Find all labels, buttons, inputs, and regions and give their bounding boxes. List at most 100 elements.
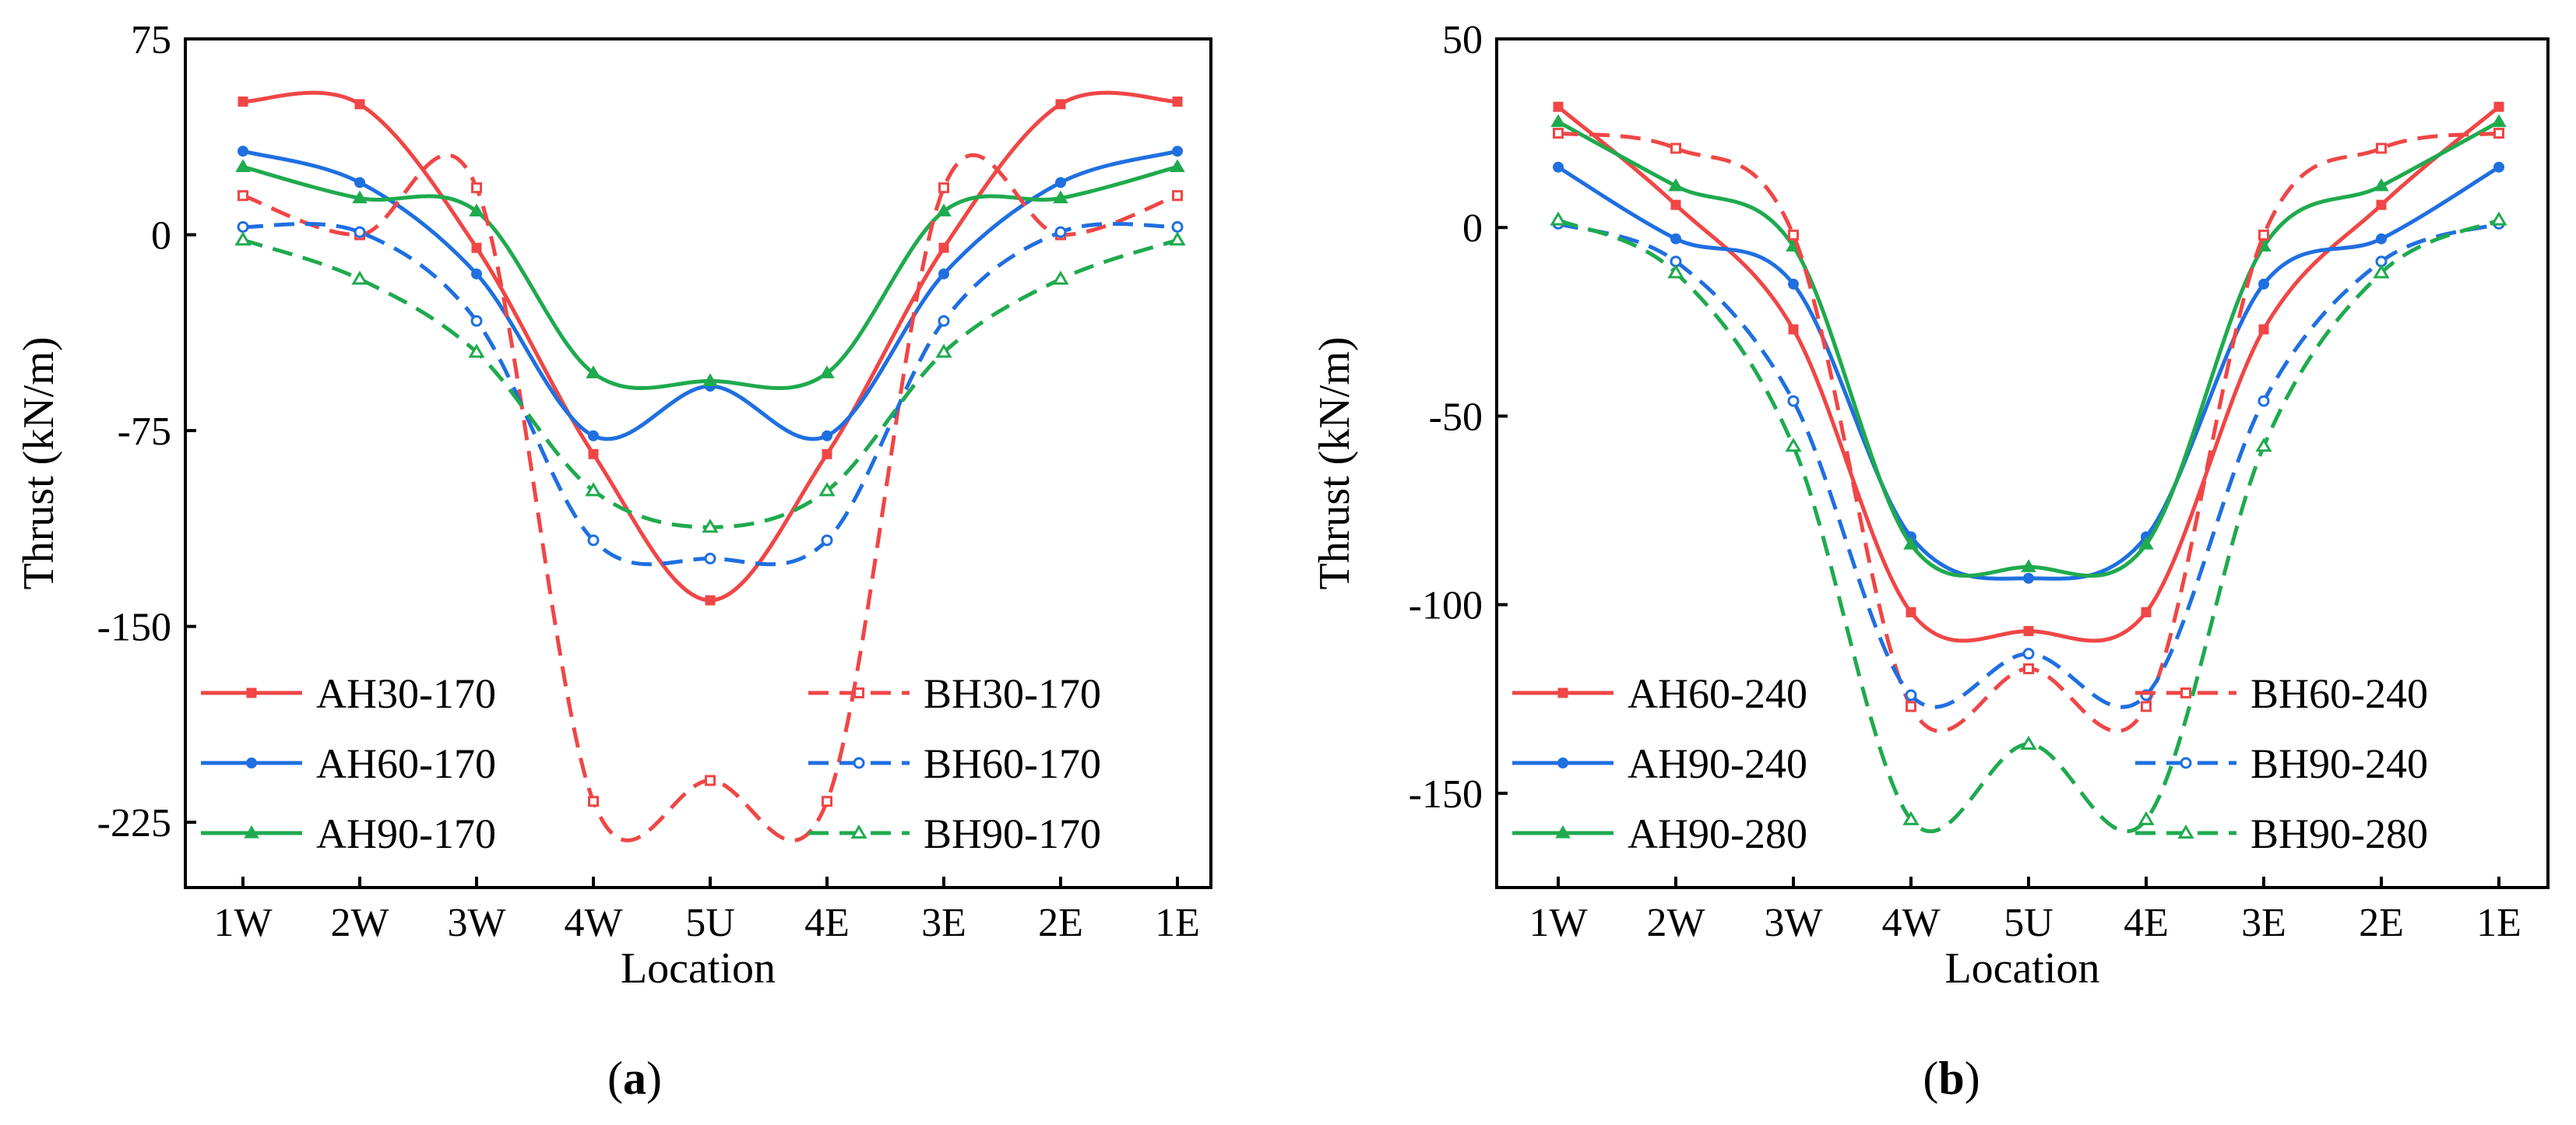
y-tick-label: 75 — [131, 18, 171, 62]
data-point — [1053, 190, 1068, 204]
x-tick-label: 4E — [804, 901, 850, 945]
panel-label-letter: b — [1938, 1053, 1964, 1104]
series-AH90-170 — [235, 159, 1185, 390]
data-point — [1172, 190, 1183, 202]
y-tick-label: -150 — [1409, 772, 1483, 817]
series-BH90-280 — [1550, 211, 2507, 834]
data-point — [351, 270, 368, 285]
data-point — [470, 315, 483, 327]
data-point — [587, 534, 600, 547]
data-point — [702, 519, 719, 533]
legend-marker — [1555, 825, 1571, 838]
legend-item: BH90-280 — [2135, 810, 2428, 857]
data-point — [471, 182, 482, 194]
x-tick-label: 2W — [1646, 901, 1705, 945]
y-tick-label: 0 — [151, 214, 171, 258]
panel-label: (a) — [607, 1053, 662, 1104]
series-line — [1557, 218, 2500, 834]
x-tick-label: 3W — [447, 901, 505, 945]
x-tick-label: 4E — [2124, 901, 2169, 945]
data-point — [938, 242, 949, 253]
legend-marker — [246, 758, 257, 768]
panel-label-close: ) — [1965, 1053, 1980, 1104]
data-point — [938, 315, 950, 327]
panel-label-letter: a — [623, 1053, 646, 1104]
data-point — [818, 482, 836, 497]
data-point — [354, 226, 366, 238]
x-tick-label: 1E — [2476, 901, 2521, 945]
series-line — [1557, 165, 2500, 581]
series-AH90-240 — [1553, 161, 2504, 584]
data-point — [2141, 701, 2152, 712]
legend-item: BH90-170 — [808, 810, 1101, 857]
data-point — [354, 177, 365, 188]
data-point — [702, 373, 718, 386]
data-point — [2374, 178, 2389, 192]
data-point — [588, 448, 599, 459]
series-AH90-280 — [1550, 114, 2507, 578]
legend-label: AH90-280 — [1628, 810, 1807, 857]
data-point — [471, 268, 482, 279]
legend-label: AH30-170 — [316, 670, 496, 717]
x-axis-title: Location — [621, 944, 776, 993]
data-point — [1052, 270, 1069, 285]
legend-label: BH90-280 — [2250, 810, 2428, 857]
legend-marker — [1557, 687, 1568, 698]
panel-label: (b) — [1923, 1053, 1980, 1104]
data-point — [822, 796, 832, 807]
series-line — [242, 153, 1178, 842]
data-point — [588, 796, 599, 807]
data-point — [2491, 114, 2507, 128]
data-point — [238, 96, 248, 107]
x-tick-label: 3W — [1764, 901, 1822, 945]
x-tick-label: 1E — [1155, 901, 1200, 945]
data-point — [1905, 689, 1917, 701]
legend-label: AH90-170 — [316, 810, 496, 857]
data-point — [1787, 395, 1800, 407]
data-point — [936, 203, 952, 216]
x-tick-label: 5U — [685, 901, 735, 945]
data-point — [1172, 96, 1183, 107]
data-point — [1667, 264, 1684, 279]
data-point — [238, 190, 248, 202]
data-point — [935, 343, 952, 358]
data-point — [235, 159, 251, 172]
data-point — [1553, 101, 1564, 112]
data-point — [2020, 735, 2037, 751]
data-point — [1550, 114, 1566, 128]
data-point — [938, 268, 949, 279]
legend-item: BH90-240 — [2135, 740, 2428, 787]
y-axis-title: Thrust (kN/m) — [1311, 336, 1359, 589]
data-point — [2023, 663, 2034, 675]
data-point — [1553, 161, 1564, 173]
data-point — [1172, 146, 1183, 157]
chart-panel-b: 50 0 -50 -100 -150 1W 2W 3W 4W 5U 4E 3E 2E 1E Location… — [1311, 18, 2550, 1104]
data-point — [2493, 101, 2504, 112]
data-point — [1550, 211, 1567, 226]
data-point — [1670, 199, 1681, 210]
data-point — [468, 343, 485, 358]
data-point — [822, 430, 832, 441]
series-line — [1557, 120, 2500, 578]
x-tick-label: 4W — [1881, 901, 1940, 945]
data-point — [2493, 128, 2504, 139]
x-axis-title: Location — [1944, 944, 2099, 993]
data-point — [2021, 559, 2036, 572]
data-point — [2255, 438, 2272, 452]
legend-item: BH60-240 — [2135, 670, 2428, 717]
legend-item: AH30-170 — [201, 670, 496, 717]
series-BH30-170 — [238, 153, 1183, 842]
legend-label: AH60-240 — [1628, 670, 1807, 717]
y-tick-label: -150 — [97, 606, 171, 650]
legend-marker — [850, 824, 867, 839]
legend-label: BH30-170 — [924, 670, 1101, 717]
x-tick-label: 3E — [2241, 901, 2286, 945]
y-axis-title: Thrust (kN/m) — [15, 336, 63, 589]
data-point — [1906, 606, 1916, 617]
data-point — [585, 482, 602, 497]
data-point — [2022, 648, 2035, 660]
data-point — [1055, 99, 1066, 110]
data-point — [1788, 229, 1799, 241]
data-point — [2376, 233, 2387, 244]
legend-item: AH90-280 — [1512, 810, 1807, 857]
